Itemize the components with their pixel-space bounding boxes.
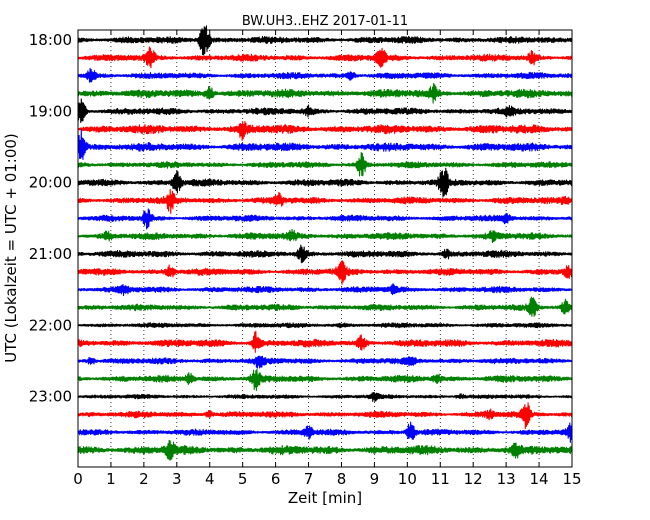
x-tick-label-2: 2 [139,470,149,488]
x-tick-label-5: 5 [238,470,248,488]
x-tick-label-7: 7 [304,470,314,488]
x-tick-label-14: 14 [530,470,549,488]
trace-1815 [77,46,573,69]
chart-title: BW.UH3..EHZ 2017-01-11 [242,14,408,29]
y-axis-title: UTC (Lokalzeit = UTC + 01:00) [2,133,20,363]
y-tick-label-2300: 23:00 [29,388,72,406]
trace-2245 [77,368,573,392]
trace-2015 [77,189,573,214]
y-tick-label-1800: 18:00 [29,31,72,49]
x-axis: 0 1 2 3 4 5 6 7 8 9 10 11 12 13 14 15 [73,30,582,488]
trace-2330 [77,421,573,443]
trace-2000 [77,167,573,198]
plot-frame [77,29,573,468]
trace-1800 [77,25,573,56]
trace-2315 [77,402,573,430]
trace-1915 [77,121,573,142]
trace-2045 [77,228,573,244]
x-tick-label-13: 13 [497,470,516,488]
trace-2230 [77,355,573,369]
trace-2100 [77,244,573,264]
trace-1900 [77,98,573,124]
trace-2145 [77,296,573,317]
x-tick-label-15: 15 [562,470,581,488]
trace-2215 [77,330,573,353]
y-axis: 18:00 19:00 20:00 21:00 22:00 23:00 [29,31,572,406]
trace-1930 [77,129,573,161]
trace-1830 [77,67,573,83]
x-tick-label-1: 1 [106,470,116,488]
trace-1945 [77,152,573,177]
trace-2130 [77,283,573,297]
trace-group [77,25,573,461]
x-tick-label-6: 6 [271,470,281,488]
x-tick-label-0: 0 [73,470,83,488]
x-axis-title: Zeit [min] [288,489,362,507]
trace-2300 [77,391,573,403]
y-tick-label-2000: 20:00 [29,174,72,192]
x-tick-label-3: 3 [172,470,182,488]
trace-1845 [77,82,573,104]
trace-2345 [77,439,573,461]
trace-2030 [77,208,573,230]
trace-2200 [77,322,573,329]
trace-2115 [77,260,573,285]
y-tick-label-2200: 22:00 [29,316,72,334]
x-tick-label-12: 12 [464,470,483,488]
x-tick-label-11: 11 [431,470,450,488]
y-tick-label-2100: 21:00 [29,245,72,263]
x-tick-label-9: 9 [370,470,380,488]
y-tick-label-1900: 19:00 [29,102,72,120]
x-tick-label-8: 8 [337,470,347,488]
x-tick-label-10: 10 [398,470,417,488]
x-tick-label-4: 4 [205,470,215,488]
